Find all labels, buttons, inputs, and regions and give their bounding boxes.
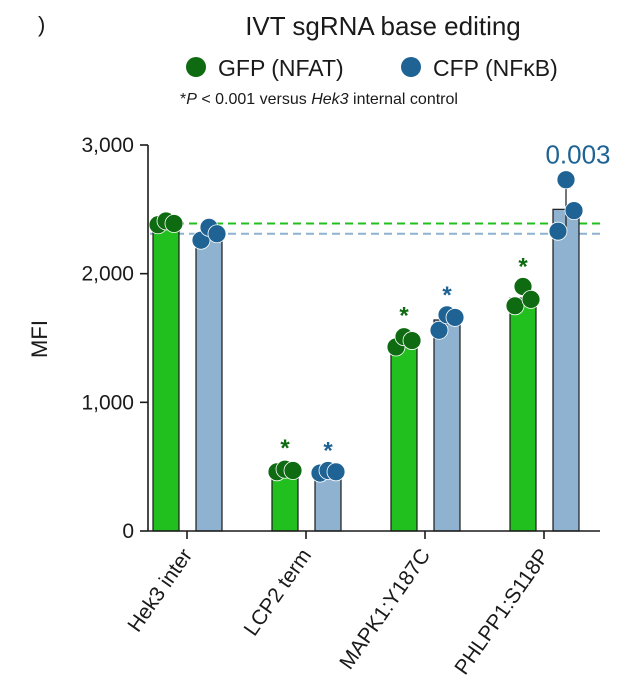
bar [433,319,461,532]
bar [152,222,180,532]
subtitle-star: * [180,91,186,108]
y-tick-label: 3,000 [81,134,134,157]
x-tick-label: LCP2 term [240,545,316,640]
plot-area: * * * * * 0.003 0 1,000 2,000 3,000 Hek3 inter LCP2… [81,134,610,679]
data-point [164,214,184,233]
panel-mark: ) [38,12,45,37]
significance-label: 0.003 [545,140,610,170]
significance-label: * [399,302,409,329]
data-point [445,308,465,327]
bar [552,208,580,532]
subtitle-suffix: internal control [349,91,458,108]
legend-label-gfp: GFP (NFAT) [218,55,344,81]
legend: GFP (NFAT) CFP (NFκB) [186,55,558,81]
x-tick-label: Hek3 inter [123,545,197,637]
data-point [548,221,568,241]
data-point [326,462,346,482]
data-point [402,331,422,350]
y-tick-label: 2,000 [81,263,134,286]
data-point [283,461,303,480]
bar [195,233,223,532]
significance-label: * [323,438,333,465]
chart-subtitle: *P < 0.001 versus Hek3 internal control [180,91,458,108]
data-point [429,320,449,340]
y-tick-label: 1,000 [81,391,134,414]
significance-label: * [518,254,528,281]
x-tick-label: MAPK1:Y187C [335,545,435,674]
y-tick-label: 0 [122,520,134,543]
legend-swatch-gfp [186,57,206,77]
significance-label: * [280,435,290,462]
bar [390,341,418,532]
data-point [564,201,584,221]
chart-title: IVT sgRNA base editing [245,11,521,41]
y-axis-label: MFI [27,320,52,358]
bar [509,297,537,532]
data-point [207,224,227,244]
x-tick-label: PHLPP1:S118P [450,545,554,679]
legend-swatch-cfp [401,57,421,77]
legend-label-cfp: CFP (NFκB) [433,55,558,81]
subtitle-p: P [186,91,197,108]
data-point [556,170,576,190]
significance-label: * [442,282,452,309]
subtitle-mid: < 0.001 versus [197,91,311,108]
data-point [505,296,525,316]
subtitle-gene: Hek3 [311,91,348,108]
data-point [521,289,541,309]
